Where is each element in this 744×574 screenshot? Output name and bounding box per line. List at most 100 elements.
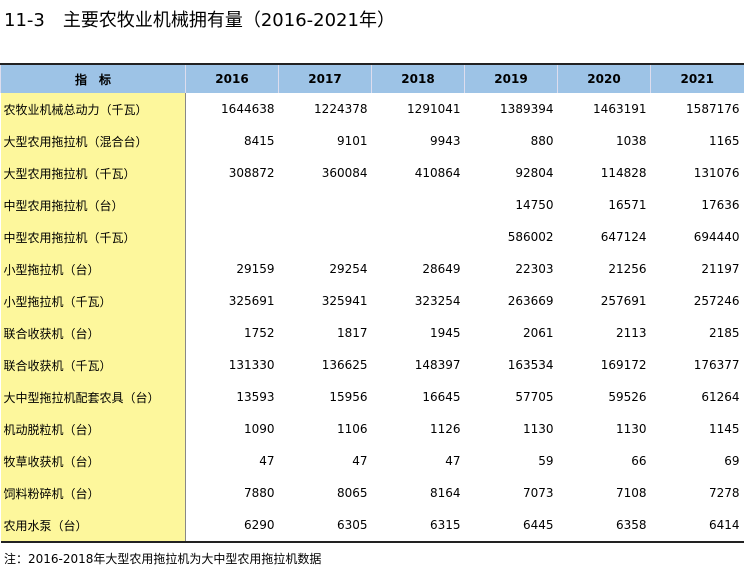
table-row: 大型农用拖拉机（千瓦） 308872 360084 410864 92804 114828…	[0, 157, 744, 189]
row-label: 小型拖拉机（千瓦）	[0, 285, 186, 317]
cell: 8164	[429, 486, 461, 500]
cell: 7278	[708, 486, 740, 500]
cell: 6445	[522, 518, 554, 532]
cell: 1752	[243, 326, 275, 340]
cell: 47	[352, 454, 368, 468]
cell: 1090	[243, 422, 275, 436]
cell: 6315	[429, 518, 461, 532]
cell: 1463191	[593, 102, 647, 116]
cell: 325691	[228, 294, 275, 308]
table-row: 中型农用拖拉机（台） 14750 16571 17636	[0, 189, 744, 221]
cell: 61264	[701, 390, 740, 404]
cell: 47	[259, 454, 275, 468]
cell: 22303	[515, 262, 554, 276]
cell: 1106	[336, 422, 368, 436]
row-label: 大中型拖拉机配套农具（台）	[0, 381, 186, 413]
cell: 1165	[708, 134, 740, 148]
cell: 880	[530, 134, 554, 148]
cell: 8415	[243, 134, 275, 148]
cell	[372, 221, 465, 253]
data-table: 指 标 2016 2017 2018 2019 2020 2021 农牧业机械总动力（千瓦）…	[0, 63, 744, 543]
cell: 1389394	[500, 102, 554, 116]
cell: 7073	[522, 486, 554, 500]
cell: 308872	[228, 166, 275, 180]
cell: 6305	[336, 518, 368, 532]
cell: 163534	[507, 358, 554, 372]
cell: 647124	[600, 230, 647, 244]
cell	[372, 189, 465, 221]
row-label: 大型农用拖拉机（混合台）	[0, 125, 186, 157]
cell: 6290	[243, 518, 275, 532]
cell: 17636	[701, 198, 740, 212]
row-label: 牧草收获机（台）	[0, 445, 186, 477]
row-label: 中型农用拖拉机（千瓦）	[0, 221, 186, 253]
cell: 131330	[228, 358, 275, 372]
table-row: 大型农用拖拉机（混合台） 8415 9101 9943 880 1038 1165	[0, 125, 744, 157]
table-row: 农牧业机械总动力（千瓦） 1644638 1224378 1291041 1389394…	[0, 93, 744, 125]
cell: 2185	[708, 326, 740, 340]
cell: 1130	[615, 422, 647, 436]
cell: 29159	[236, 262, 275, 276]
cell: 1126	[429, 422, 461, 436]
column-header: 2020	[557, 64, 651, 93]
cell: 1945	[429, 326, 461, 340]
cell: 57705	[515, 390, 554, 404]
table-row: 联合收获机（千瓦） 131330 136625 148397 163534 169172 1…	[0, 349, 744, 381]
cell: 47	[445, 454, 461, 468]
cell: 21256	[608, 262, 647, 276]
row-label: 小型拖拉机（台）	[0, 253, 186, 285]
table-row: 牧草收获机（台） 47 47 47 59 66 69	[0, 445, 744, 477]
cell: 2061	[522, 326, 554, 340]
cell: 92804	[515, 166, 554, 180]
cell: 1291041	[407, 102, 461, 116]
table-row: 小型拖拉机（千瓦） 325691 325941 323254 263669 257691 2…	[0, 285, 744, 317]
cell: 257246	[693, 294, 740, 308]
row-label: 联合收获机（千瓦）	[0, 349, 186, 381]
cell: 16571	[608, 198, 647, 212]
cell: 59	[538, 454, 554, 468]
row-label: 大型农用拖拉机（千瓦）	[0, 157, 186, 189]
cell: 1587176	[686, 102, 740, 116]
row-label: 农用水泵（台）	[0, 509, 186, 542]
cell: 1038	[615, 134, 647, 148]
cell: 2113	[615, 326, 647, 340]
row-label: 饲料粉碎机（台）	[0, 477, 186, 509]
cell: 169172	[600, 358, 647, 372]
row-label: 农牧业机械总动力（千瓦）	[0, 93, 186, 125]
cell: 1224378	[314, 102, 368, 116]
table-row: 机动脱粒机（台） 1090 1106 1126 1130 1130 1145	[0, 413, 744, 445]
cell: 66	[631, 454, 647, 468]
cell: 7108	[615, 486, 647, 500]
cell: 59526	[608, 390, 647, 404]
cell: 6414	[708, 518, 740, 532]
cell: 694440	[693, 230, 740, 244]
table-row: 农用水泵（台） 6290 6305 6315 6445 6358 6414	[0, 509, 744, 542]
table-body: 农牧业机械总动力（千瓦） 1644638 1224378 1291041 1389394…	[0, 93, 744, 542]
cell: 8065	[336, 486, 368, 500]
table-row: 联合收获机（台） 1752 1817 1945 2061 2113 2185	[0, 317, 744, 349]
cell: 325941	[321, 294, 368, 308]
cell	[279, 189, 372, 221]
column-header: 2016	[185, 64, 279, 93]
table-row: 中型农用拖拉机（千瓦） 586002 647124 694440	[0, 221, 744, 253]
cell: 586002	[507, 230, 554, 244]
cell	[186, 189, 279, 221]
cell: 9101	[336, 134, 368, 148]
cell	[279, 221, 372, 253]
cell: 360084	[321, 166, 368, 180]
cell	[186, 221, 279, 253]
cell: 29254	[329, 262, 368, 276]
cell: 1145	[708, 422, 740, 436]
cell: 323254	[414, 294, 461, 308]
column-header: 指 标	[0, 64, 186, 93]
header-row: 指 标 2016 2017 2018 2019 2020 2021	[0, 64, 744, 93]
title: 11-3 主要农牧业机械拥有量（2016-2021年）	[4, 10, 395, 31]
cell: 15956	[329, 390, 368, 404]
column-header: 2017	[278, 64, 372, 93]
row-label: 联合收获机（台）	[0, 317, 186, 349]
cell: 257691	[600, 294, 647, 308]
cell: 1817	[336, 326, 368, 340]
cell: 16645	[422, 390, 461, 404]
column-header: 2018	[371, 64, 465, 93]
